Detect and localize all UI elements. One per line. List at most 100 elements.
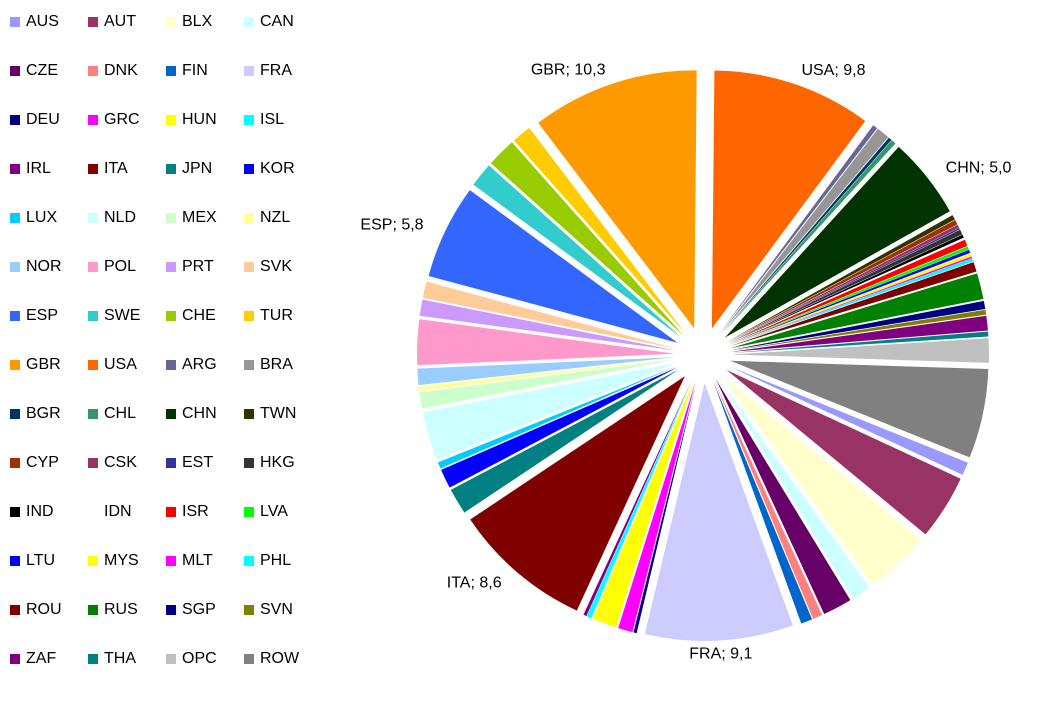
pie-slice xyxy=(727,215,955,342)
legend-swatch xyxy=(244,458,254,468)
legend-label: CHE xyxy=(182,307,216,324)
legend-label: BRA xyxy=(260,356,293,373)
pie-slice xyxy=(721,140,896,335)
legend-label: RUS xyxy=(104,601,138,618)
legend-label: PHL xyxy=(260,552,291,569)
pie-slice xyxy=(592,381,694,628)
legend-label: THA xyxy=(104,650,136,667)
legend-label: LTU xyxy=(26,552,55,569)
pie-slice xyxy=(618,381,696,633)
legend-swatch xyxy=(244,409,254,419)
legend-swatch xyxy=(244,311,254,321)
pie-slice xyxy=(721,137,892,334)
pie-slice xyxy=(417,357,676,386)
legend-label: IND xyxy=(26,503,54,520)
legend-swatch xyxy=(10,115,20,125)
legend-label: CYP xyxy=(26,454,59,471)
legend-swatch xyxy=(88,66,98,76)
legend-swatch xyxy=(166,115,176,125)
legend-swatch xyxy=(166,262,176,272)
pie-slice xyxy=(728,234,964,344)
legend-swatch xyxy=(166,311,176,321)
legend-swatch xyxy=(10,262,20,272)
pie-slice xyxy=(729,249,971,345)
legend-swatch xyxy=(244,507,254,517)
legend-label: GRC xyxy=(104,111,140,128)
legend-label: NLD xyxy=(104,209,136,226)
legend-swatch xyxy=(166,507,176,517)
legend-label: TUR xyxy=(260,307,293,324)
data-label: ESP; 5,8 xyxy=(360,216,423,233)
pie-slice xyxy=(644,382,793,641)
pie-slice xyxy=(730,309,987,351)
pie-slice xyxy=(422,362,677,460)
pie-slice xyxy=(490,142,684,336)
legend-label: IDN xyxy=(104,503,132,520)
legend-swatch xyxy=(88,17,98,27)
legend-swatch xyxy=(10,458,20,468)
pie-slice xyxy=(730,331,989,353)
legend-label: NOR xyxy=(26,258,62,275)
legend-swatch xyxy=(166,605,176,615)
legend-swatch xyxy=(88,360,98,370)
legend-label: CAN xyxy=(260,13,294,30)
legend-label: IRL xyxy=(26,160,51,177)
legend-label: DNK xyxy=(104,62,138,79)
legend-label: BLX xyxy=(182,13,213,30)
legend-swatch xyxy=(244,115,254,125)
legend-label: POL xyxy=(104,258,136,275)
legend-label: TWN xyxy=(260,405,296,422)
pie-slice xyxy=(728,227,960,343)
legend-swatch xyxy=(244,605,254,615)
pie-slice xyxy=(730,338,989,363)
legend-label: KOR xyxy=(260,160,295,177)
pie-slice xyxy=(419,359,676,409)
legend-swatch xyxy=(10,311,20,321)
data-label: USA; 9,8 xyxy=(801,62,865,79)
legend-swatch xyxy=(244,654,254,664)
legend-label: CZE xyxy=(26,62,58,79)
legend-swatch xyxy=(10,164,20,174)
pie-slice xyxy=(538,70,697,329)
legend-label: LVA xyxy=(260,503,288,520)
pie-slice xyxy=(473,165,682,338)
legend-swatch xyxy=(88,409,98,419)
legend-label: ROW xyxy=(260,650,300,667)
pie-slice xyxy=(729,253,972,346)
legend-swatch xyxy=(88,605,98,615)
legend-swatch xyxy=(10,605,20,615)
legend-label: HUN xyxy=(182,111,217,128)
legend-label: FIN xyxy=(182,62,208,79)
pie-slice xyxy=(586,380,692,619)
legend-label: FRA xyxy=(260,62,292,79)
legend-swatch xyxy=(244,213,254,223)
legend-label: CHL xyxy=(104,405,136,422)
pie-slice xyxy=(728,224,960,343)
pie-slice xyxy=(730,300,986,351)
pie-slice xyxy=(729,256,973,346)
legend-swatch xyxy=(244,66,254,76)
legend-swatch xyxy=(244,17,254,27)
legend-label: GBR xyxy=(26,356,61,373)
legend-swatch xyxy=(88,213,98,223)
data-label: CHN; 5,0 xyxy=(946,160,1012,177)
legend-label: LUX xyxy=(26,209,57,226)
pie-slice xyxy=(728,246,969,345)
legend-swatch xyxy=(166,360,176,370)
legend-swatch xyxy=(166,458,176,468)
pie-slice xyxy=(714,380,823,619)
pie-slice xyxy=(728,239,968,345)
legend-label: CHN xyxy=(182,405,217,422)
legend-label: CSK xyxy=(104,454,137,471)
legend-label: PRT xyxy=(182,258,214,275)
legend-swatch xyxy=(166,17,176,27)
legend-label: AUS xyxy=(26,13,59,30)
legend-label: MEX xyxy=(182,209,217,226)
pie-slice xyxy=(729,258,974,346)
legend-swatch xyxy=(166,654,176,664)
pie-slice xyxy=(633,382,697,634)
legend-label: SGP xyxy=(182,601,216,618)
legend-label: HKG xyxy=(260,454,295,471)
pie-slice xyxy=(722,375,921,585)
